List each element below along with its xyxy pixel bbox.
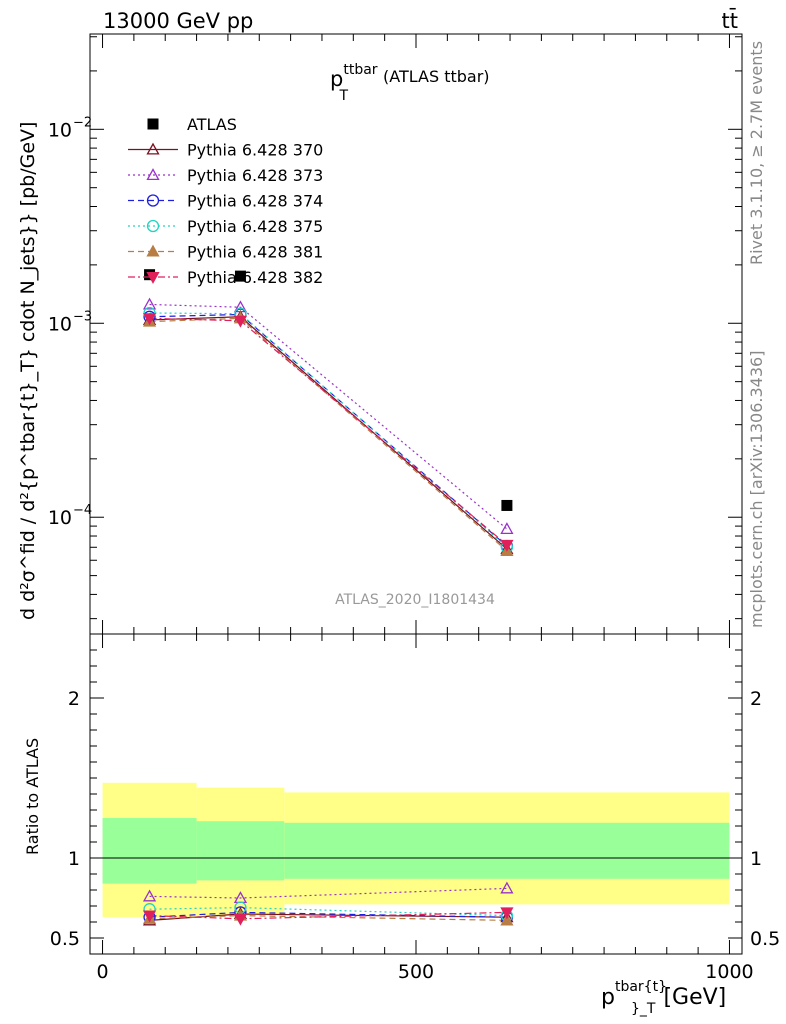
band-inner-1 <box>196 821 285 881</box>
ratio-panel: 0.5 0.5 1 1 2 2 0 500 1000 Ratio to ATLAS <box>23 633 780 983</box>
ratio-y-tick-label: 0.5 <box>50 928 80 950</box>
ratio-point-1-2 <box>500 881 514 894</box>
series-line-3 <box>149 313 508 547</box>
ratio-point-1-0 <box>142 889 157 902</box>
mcplots-label: mcplots.cern.ch [arXiv:1306.3436] <box>747 351 766 628</box>
ratio-y-tick-label-right: 1 <box>750 848 762 870</box>
header-left: 13000 GeV pp <box>103 9 253 33</box>
ratio-axis-ticks: 0.5 0.5 1 1 2 2 0 500 1000 <box>50 634 780 983</box>
rivet-label: Rivet 3.1.10, ≥ 2.7M events <box>747 41 766 265</box>
ratio-point-5-1 <box>233 913 248 926</box>
legend-marker-1 <box>146 142 160 155</box>
legend: ATLAS Pythia 6.428 370 Pythia 6.428 373 Pyt… <box>128 115 323 287</box>
legend-label-1: Pythia 6.428 370 <box>187 141 323 160</box>
ratio-point-5-0 <box>142 910 157 923</box>
legend-marker-4 <box>146 219 160 233</box>
data-point-0-1 <box>234 270 246 282</box>
legend-marker-3 <box>146 194 160 207</box>
y-tick-label-exponent: −4 <box>73 503 92 518</box>
ratio-y-axis-label: Ratio to ATLAS <box>23 738 42 855</box>
ratio-y-tick-label: 2 <box>68 688 80 710</box>
y-axis-label: d d²σ^fid / d²{p^tbar{t}_T} cdot N_jets}… <box>17 122 39 620</box>
ratio-y-tick-label-right: 2 <box>750 688 762 710</box>
data-point-6-0 <box>142 313 157 326</box>
main-axis-ticks: 10−410−310−2 <box>48 34 742 634</box>
main-series-lines <box>149 303 508 552</box>
legend-label-6: Pythia 6.428 382 <box>187 268 323 287</box>
x-axis-label-unit: [GeV] <box>663 985 726 1010</box>
y-tick-label-exponent: −3 <box>73 309 92 324</box>
data-point-6-2 <box>500 539 514 552</box>
data-point-2-2 <box>500 522 514 535</box>
x-axis-label: ptbar{t} }_T [GeV] <box>601 979 726 1017</box>
legend-label-4: Pythia 6.428 375 <box>187 217 323 236</box>
legend-label-2: Pythia 6.428 373 <box>187 166 323 185</box>
analysis-watermark: ATLAS_2020_I1801434 <box>335 592 495 608</box>
x-tick-label: 500 <box>398 961 434 983</box>
series-line-2 <box>149 303 508 530</box>
ratio-point-5-2 <box>500 907 514 920</box>
plot-title-sup: ttbar <box>343 62 377 78</box>
header-right: tt̄ <box>722 8 738 33</box>
ratio-line-1 <box>149 887 507 899</box>
legend-marker-6 <box>146 271 160 284</box>
data-point-2-0 <box>142 297 157 310</box>
series-line-4 <box>149 312 508 548</box>
x-axis-label-main: p <box>601 985 615 1010</box>
ratio-y-tick-label: 1 <box>68 848 80 870</box>
y-tick-label: 10 <box>48 313 72 335</box>
ratio-y-tick-label-right: 0.5 <box>750 928 780 950</box>
plot-title-sub: T <box>339 88 349 104</box>
series-line-1 <box>149 316 508 550</box>
band-inner-2 <box>284 822 730 879</box>
ratio-series-markers <box>142 881 514 926</box>
plot-title-suffix: (ATLAS ttbar) <box>383 67 490 86</box>
main-panel: 10−410−310−2 pttbar T (ATLAS ttbar) d d²σ… <box>17 33 743 635</box>
legend-label-3: Pythia 6.428 374 <box>187 192 323 211</box>
plot-title-main: p <box>330 67 343 91</box>
y-tick-label: 10 <box>48 119 72 141</box>
x-axis-label-sub: }_T <box>631 1001 656 1017</box>
band-inner-0 <box>102 818 197 884</box>
ratio-uncertainty-bands <box>102 782 730 918</box>
plot-title: pttbar T <box>330 62 378 104</box>
legend-marker-2 <box>146 168 160 181</box>
x-tick-label: 1000 <box>705 961 753 983</box>
data-point-6-1 <box>233 315 248 328</box>
data-point-0-2 <box>501 499 513 511</box>
main-series-markers <box>142 269 514 557</box>
legend-label-5: Pythia 6.428 381 <box>187 243 323 262</box>
series-line-6 <box>149 317 508 546</box>
ratio-point-4-2 <box>500 913 514 926</box>
y-tick-label-exponent: −2 <box>73 115 92 130</box>
legend-label-0: ATLAS <box>187 115 237 134</box>
legend-marker-5 <box>146 244 160 257</box>
series-line-5 <box>149 317 508 552</box>
y-tick-label: 10 <box>48 507 72 529</box>
legend-marker-0 <box>147 118 159 130</box>
x-tick-label: 0 <box>96 961 108 983</box>
x-axis-label-sup: tbar{t} <box>615 979 667 995</box>
